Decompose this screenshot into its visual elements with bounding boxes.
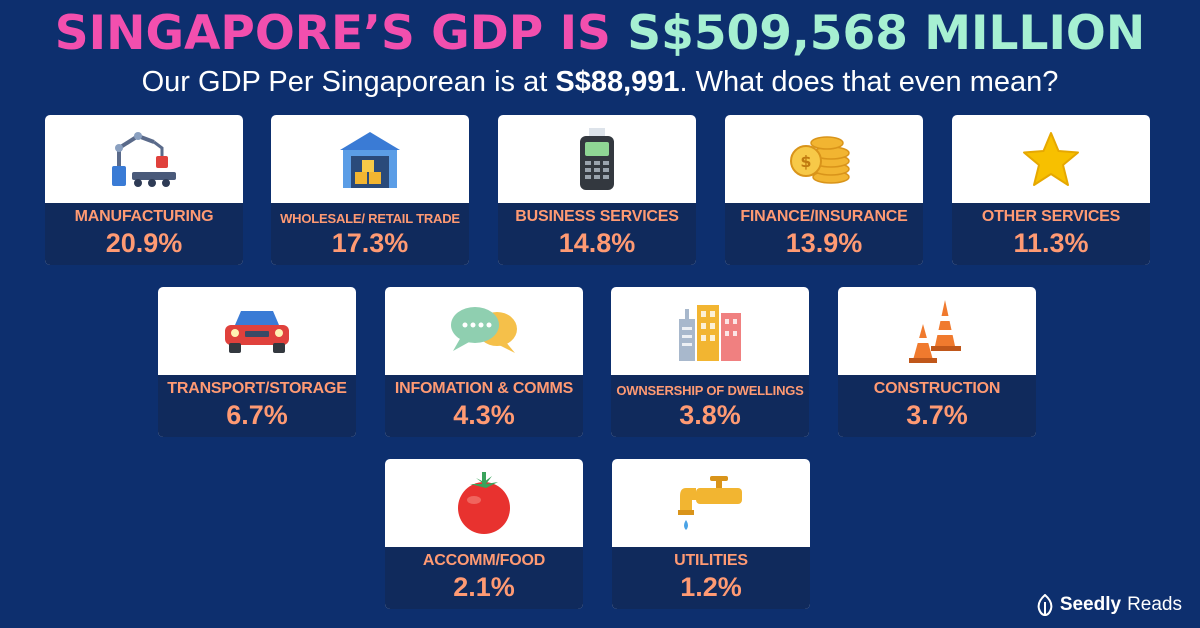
sector-value: 2.1% [453, 572, 515, 602]
page-title: SINGAPORE’S GDP IS S$509,568 MILLION [0, 6, 1200, 61]
sector-value: 20.9% [105, 228, 183, 258]
sector-card-accomm-food: ACCOMM/FOOD 2.1% [385, 459, 583, 609]
page-subtitle: Our GDP Per Singaporean is at S$88,991. … [0, 66, 1200, 99]
sector-label: MANUFACTURING [74, 208, 214, 225]
title-amount: S$509,568 MILLION [627, 6, 1146, 61]
sector-card-construction: CONSTRUCTION 3.7% [838, 287, 1036, 437]
chat-bubbles-icon [451, 307, 517, 353]
sector-value: 11.3% [1013, 228, 1089, 258]
sector-card-finance-insurance: $ FINANCE/INSURANCE 13.9% [725, 115, 923, 265]
logo-product: Reads [1127, 594, 1182, 615]
sector-label: ACCOMM/FOOD [422, 552, 546, 569]
sector-label: INFOMATION & COMMS [394, 380, 574, 397]
traffic-cones-icon [909, 300, 961, 363]
sector-label: CONSTRUCTION [873, 380, 1001, 397]
card-terminal-icon [580, 128, 614, 190]
sector-value: 3.8% [679, 400, 741, 430]
sector-card-transport-storage: TRANSPORT/STORAGE 6.7% [158, 287, 356, 437]
coins-icon: $ [790, 136, 850, 184]
sector-label: BUSINESS SERVICES [515, 208, 679, 225]
subtitle-suffix: . What does that even mean? [679, 66, 1059, 98]
sector-label: TRANSPORT/STORAGE [167, 380, 347, 397]
sector-label: WHOLESALE/ RETAIL TRADE [280, 211, 460, 226]
car-icon [225, 311, 289, 353]
sector-card-business-services: BUSINESS SERVICES 14.8% [498, 115, 696, 265]
warehouse-icon [340, 132, 400, 188]
sector-label: FINANCE/INSURANCE [740, 208, 908, 225]
sector-card-other-services: OTHER SERVICES 11.3% [952, 115, 1150, 265]
sector-value: 4.3% [453, 400, 515, 430]
sector-value: 13.9% [785, 228, 863, 258]
sector-card-wholesale-retail: WHOLESALE/ RETAIL TRADE 17.3% [271, 115, 469, 265]
sector-label: OTHER SERVICES [981, 208, 1121, 225]
sector-card-ownership-dwellings: OWNSERSHIP OF DWELLINGS 3.8% [611, 287, 809, 437]
sector-label: OWNSERSHIP OF DWELLINGS [616, 383, 804, 398]
seed-icon [1037, 594, 1053, 616]
sector-label: UTILITIES [674, 552, 748, 569]
sector-card-utilities: UTILITIES 1.2% [612, 459, 810, 609]
svg-text:$: $ [800, 152, 811, 171]
sector-value: 14.8% [558, 228, 636, 258]
logo-brand: Seedly [1059, 594, 1122, 615]
sector-value: 17.3% [331, 228, 409, 258]
sector-card-information-comms: INFOMATION & COMMS 4.3% [385, 287, 583, 437]
faucet-icon [678, 476, 742, 530]
title-main: SINGAPORE’S GDP IS [54, 6, 611, 61]
sector-value: 1.2% [680, 572, 742, 602]
robot-arm-icon [112, 132, 176, 187]
subtitle-amount: S$88,991 [555, 66, 680, 98]
seedly-reads-logo: Seedly Reads [1036, 594, 1182, 616]
sector-card-manufacturing: MANUFACTURING 20.9% [45, 115, 243, 265]
tomato-icon [458, 472, 510, 534]
sector-value: 6.7% [226, 400, 288, 430]
sector-value: 3.7% [906, 400, 968, 430]
subtitle-prefix: Our GDP Per Singaporean is at [141, 66, 548, 98]
star-icon [1023, 132, 1079, 186]
buildings-icon [679, 305, 741, 361]
